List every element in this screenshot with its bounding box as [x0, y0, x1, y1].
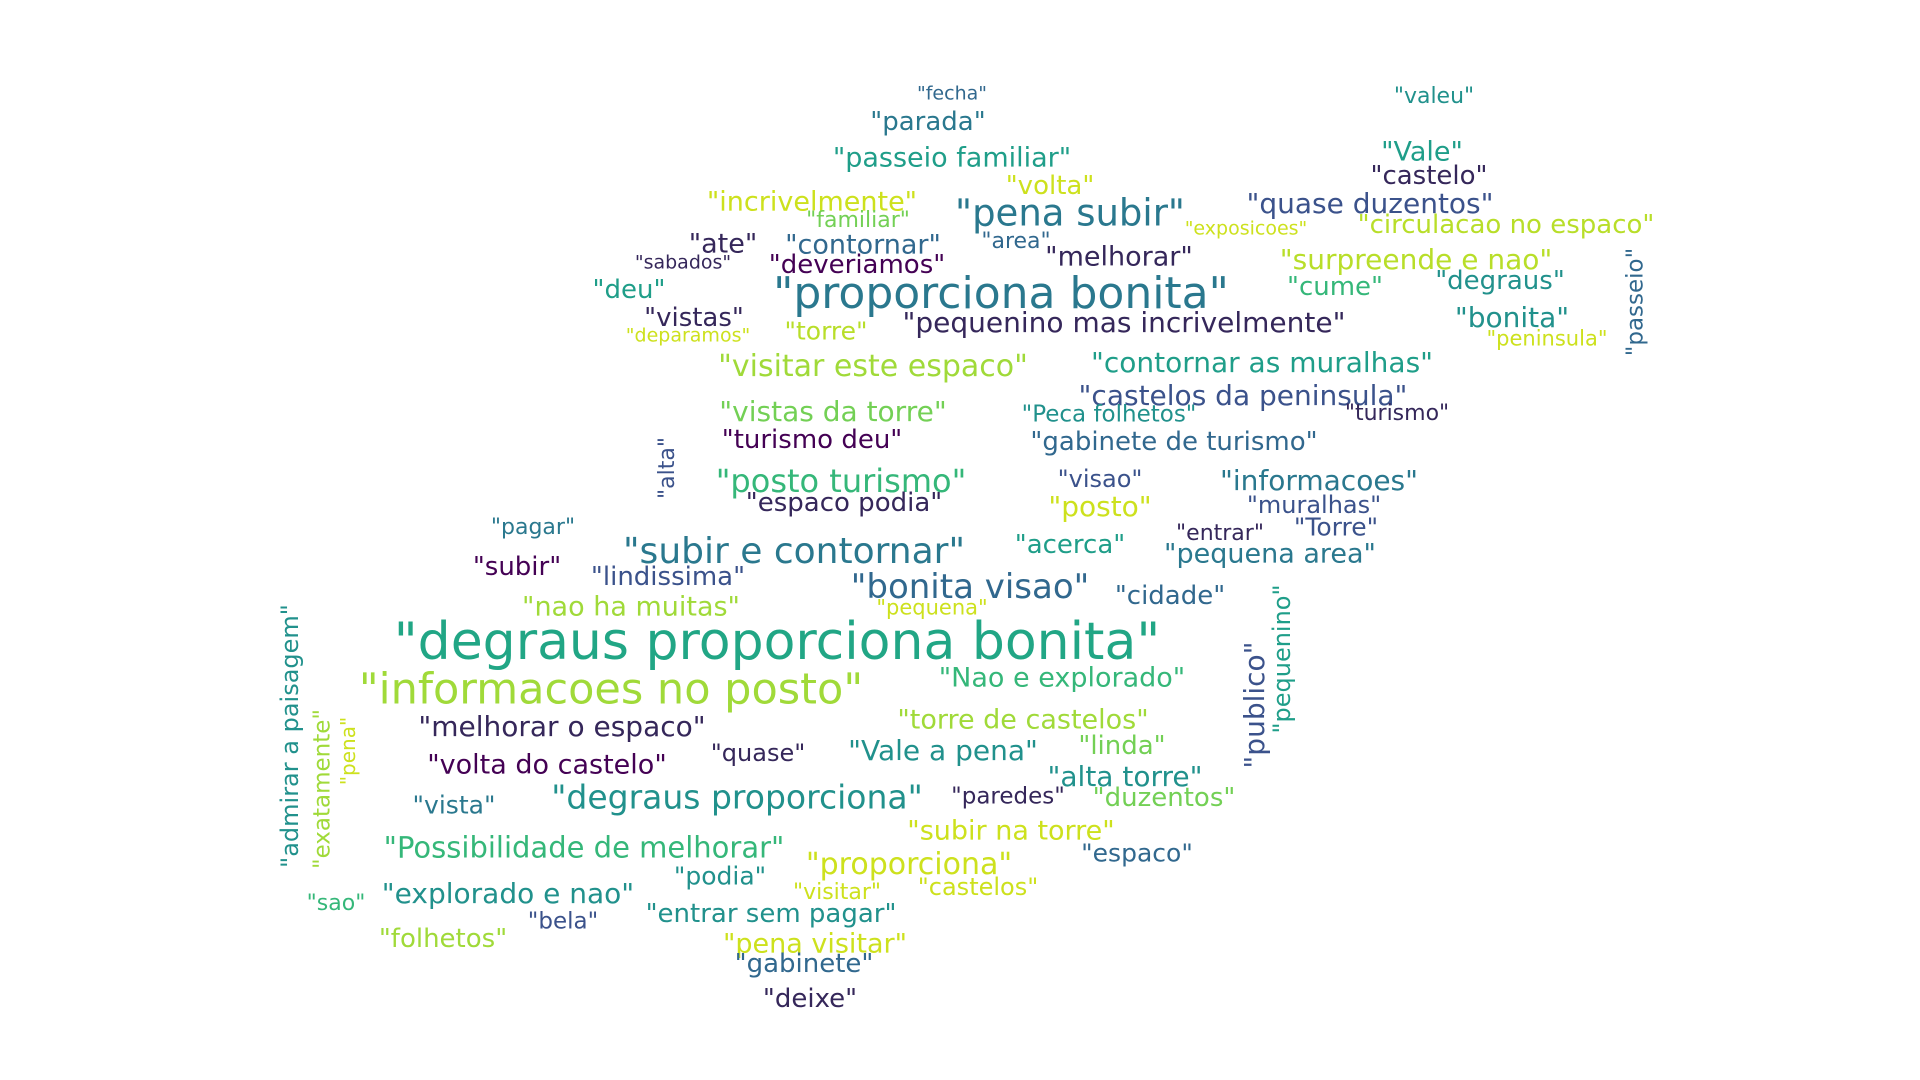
- word: "area": [981, 229, 1051, 254]
- word: "visao": [1057, 465, 1143, 493]
- word: "passeio": [1622, 247, 1649, 357]
- word: "torre de castelos": [897, 704, 1149, 736]
- word: "subir": [472, 552, 562, 582]
- word: "melhorar o espaco": [418, 710, 706, 743]
- word: "volta": [1005, 171, 1095, 201]
- word: "pena subir": [955, 191, 1185, 235]
- word: "exatamente": [309, 708, 336, 870]
- word: "pena visitar": [722, 928, 908, 960]
- word: "publico": [1238, 641, 1271, 769]
- word: "bela": [527, 908, 599, 935]
- word: "paredes": [951, 783, 1065, 810]
- word: "castelo": [1370, 161, 1488, 191]
- word: "incrivelmente": [706, 186, 918, 218]
- word: "volta do castelo": [427, 749, 667, 781]
- word: "quase duzentos": [1246, 187, 1494, 220]
- word: "posto": [1048, 490, 1152, 523]
- word: "alta": [655, 437, 680, 499]
- word: "pequena area": [1164, 538, 1376, 570]
- word: "parada": [870, 107, 986, 137]
- word: "melhorar": [1045, 241, 1193, 273]
- word: "pequenino": [1268, 584, 1296, 734]
- word: "entrar": [1176, 521, 1264, 546]
- word: "castelos da peninsula": [1078, 379, 1408, 412]
- word: "torre": [784, 316, 868, 346]
- word: "surpreende e nao": [1279, 243, 1553, 276]
- word: "turismo": [1344, 401, 1450, 426]
- word: "contornar as muralhas": [1090, 346, 1434, 379]
- word: "cume": [1286, 272, 1384, 302]
- word: "Nao e explorado": [938, 662, 1186, 694]
- word: "vista": [412, 790, 496, 820]
- word: "degraus": [1435, 266, 1565, 296]
- word: "valeu": [1393, 84, 1475, 109]
- word: "visitar este espaco": [718, 349, 1028, 384]
- word: "alta torre": [1047, 760, 1203, 793]
- word: "subir na torre": [907, 815, 1115, 847]
- word: "duzentos": [1092, 783, 1236, 813]
- word: "sabados": [634, 251, 732, 274]
- word: "informacoes": [1219, 464, 1419, 497]
- word: "pequenino mas incrivelmente": [902, 306, 1346, 339]
- word: "muralhas": [1246, 491, 1382, 519]
- word: "pagar": [490, 515, 576, 540]
- word: "Torre": [1293, 512, 1379, 542]
- word: "lindissima": [590, 562, 746, 592]
- word: "subir e contornar": [623, 531, 965, 572]
- word: "contornar": [785, 229, 941, 261]
- word: "bonita visao": [850, 567, 1090, 607]
- word: "vistas da torre": [719, 395, 947, 428]
- word: "gabinete": [734, 949, 874, 979]
- word: "gabinete de turismo": [1030, 427, 1318, 457]
- word: "proporciona": [805, 847, 1013, 882]
- word: "espaco": [1081, 838, 1193, 868]
- word: "nao ha muitas": [522, 591, 740, 623]
- word: "familiar": [806, 208, 910, 233]
- word: "proporciona bonita": [773, 268, 1229, 319]
- word: "podia": [673, 861, 767, 891]
- word: "pena": [336, 716, 360, 786]
- word: "Vale a pena": [848, 734, 1038, 767]
- word: "bonita": [1454, 301, 1570, 334]
- word: "turismo deu": [721, 425, 903, 455]
- word: "passeio familiar": [832, 142, 1072, 174]
- word: "visitar": [792, 880, 882, 905]
- word: "quase": [710, 739, 806, 767]
- word: "folhetos": [378, 924, 508, 954]
- word: "pequena": [876, 595, 988, 620]
- word: "deveriamos": [768, 250, 946, 280]
- word: "admirar a paisagem": [276, 604, 304, 868]
- word: "deixe": [762, 984, 858, 1014]
- word: "castelos": [917, 873, 1039, 901]
- word: "Peca folhetos": [1021, 401, 1197, 428]
- word: "exposicoes": [1184, 217, 1308, 240]
- word: "ate": [688, 228, 758, 260]
- word: "fecha": [917, 82, 987, 105]
- word: "cidade": [1114, 581, 1226, 611]
- word: "explorado e nao": [381, 877, 635, 910]
- word: "Vale": [1381, 136, 1463, 168]
- word: "posto turismo": [715, 462, 967, 500]
- word: "entrar sem pagar": [645, 899, 897, 929]
- word: "degraus proporciona bonita": [393, 612, 1161, 672]
- word: "espaco podia": [745, 488, 943, 518]
- word: "deparamos": [625, 324, 751, 347]
- word: "deu": [592, 275, 666, 305]
- word: "vistas": [644, 303, 744, 333]
- word: "linda": [1078, 731, 1166, 761]
- word: "circulacao no espaco": [1357, 210, 1655, 240]
- word: "peninsula": [1486, 326, 1608, 351]
- word: "Possibilidade de melhorar": [383, 830, 785, 865]
- word: "informacoes no posto": [358, 664, 864, 715]
- word: "degraus proporciona": [551, 777, 923, 817]
- word: "sao": [306, 891, 366, 916]
- word: "acerca": [1014, 530, 1126, 560]
